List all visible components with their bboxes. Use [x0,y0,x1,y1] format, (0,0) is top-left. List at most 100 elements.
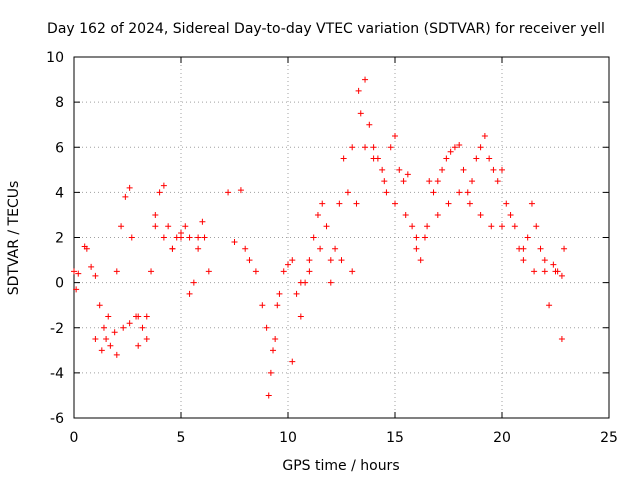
data-point [122,193,129,200]
data-point [263,324,270,331]
data-point [289,257,296,264]
data-point [344,189,351,196]
data-point [276,290,283,297]
data-point [528,200,535,207]
y-tick-label: 4 [55,185,64,201]
data-point [477,144,484,151]
data-point [306,268,313,275]
data-point [381,178,388,185]
x-tick-label: 25 [600,430,618,446]
data-point [128,234,135,241]
chart-title: Day 162 of 2024, Sidereal Day-to-day VTE… [47,21,605,37]
data-point [447,148,454,155]
data-point [541,268,548,275]
data-point [362,144,369,151]
data-point [98,347,105,354]
data-point [113,268,120,275]
data-point [451,144,458,151]
data-point [338,257,345,264]
data-point [242,245,249,252]
data-point [92,272,99,279]
data-point [297,313,304,320]
plot-frame [73,56,610,419]
x-tick-label: 15 [386,430,404,446]
data-point [409,223,416,230]
data-point [336,200,343,207]
data-point [413,234,420,241]
data-point [464,189,471,196]
data-point [100,324,107,331]
data-point [169,245,176,252]
data-point [430,189,437,196]
data-point [421,234,428,241]
data-point [319,200,326,207]
data-point [362,76,369,83]
data-point [195,245,202,252]
y-tick-label: 8 [55,95,64,111]
data-point [445,200,452,207]
data-point [186,290,193,297]
data-point [443,155,450,162]
data-point [231,239,238,246]
data-point [466,200,473,207]
data-point [107,342,114,349]
data-point [135,313,142,320]
data-point [552,268,559,275]
data-point [327,279,334,286]
data-point [486,155,493,162]
data-point [265,392,272,399]
data-point [143,313,150,320]
data-point [366,121,373,128]
data-point [507,211,514,218]
data-point [156,189,163,196]
data-point [160,234,167,241]
y-tick-label: 6 [55,140,64,156]
data-point [297,279,304,286]
data-point [460,166,467,173]
data-point [537,245,544,252]
x-tick-label: 5 [177,430,186,446]
data-point [267,369,274,376]
data-point [353,200,360,207]
data-point [370,144,377,151]
data-point [417,257,424,264]
data-point [259,302,266,309]
data-point [340,155,347,162]
data-point [165,223,172,230]
data-point [357,110,364,117]
data-point [424,223,431,230]
x-tick-label: 0 [70,430,79,446]
data-point [499,223,505,230]
y-tick-label: 0 [55,276,64,292]
data-point [126,320,133,327]
data-point [558,272,565,279]
data-point [246,257,253,264]
data-point [550,261,557,268]
data-point [533,223,540,230]
data-point [272,336,279,343]
data-point [83,245,90,252]
data-point [285,261,291,268]
data-point [332,245,339,252]
data-point [327,257,334,264]
x-axis-label: GPS time / hours [282,458,399,474]
y-tick-label: -2 [50,321,64,337]
data-point [148,268,155,275]
data-point [531,268,538,275]
data-point [370,155,377,162]
data-point [456,189,463,196]
data-point [182,223,189,230]
data-point [73,286,80,293]
data-point [561,245,568,252]
data-point [434,178,441,185]
data-point [88,263,95,270]
data-point [524,234,531,241]
data-point [383,189,390,196]
data-point [96,302,103,309]
data-point [289,358,296,365]
data-point [280,268,287,275]
data-point [392,200,398,207]
data-point [237,187,244,194]
y-tick-label: 2 [55,231,64,247]
